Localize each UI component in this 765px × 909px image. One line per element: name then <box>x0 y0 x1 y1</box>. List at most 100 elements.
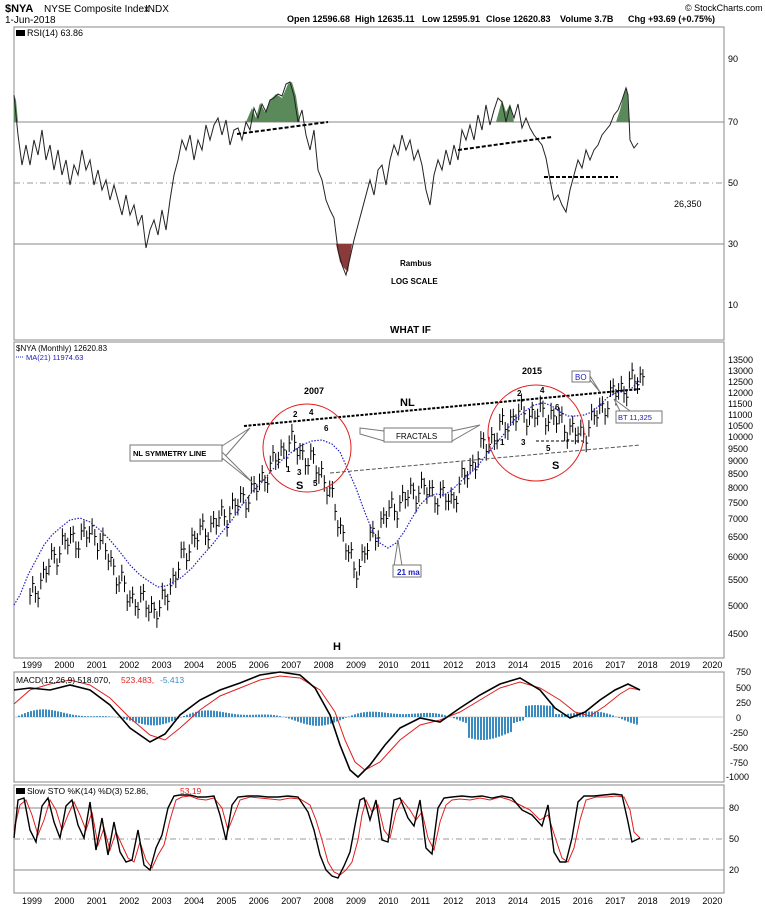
price-tick-12000: 12000 <box>728 388 753 398</box>
macd-hist-bar <box>393 713 395 717</box>
x-tick-mid-2002: 2002 <box>119 660 139 670</box>
macd-hist-bar <box>306 717 308 725</box>
macd-hist-bar <box>264 714 266 717</box>
macd-hist-bar <box>138 717 140 724</box>
rsi-tick-70: 70 <box>728 117 738 127</box>
macd-hist-bar <box>468 717 470 738</box>
macd-hist-bar <box>477 717 479 740</box>
macd-hist-bar <box>495 717 497 738</box>
macd-hist-bar <box>96 716 98 717</box>
macd-hist-bar <box>192 712 194 717</box>
macd-hist-bar <box>297 717 299 722</box>
macd-hist-bar <box>381 712 383 717</box>
label-fractals: FRACTALS <box>396 432 437 441</box>
macd-hist-bar <box>144 717 146 725</box>
macd-hist-bar <box>513 717 515 724</box>
macd-hist-bar <box>432 713 434 717</box>
macd-hist-bar <box>237 714 239 717</box>
macd-tick-750: 750 <box>736 667 751 677</box>
x-tick-mid-2007: 2007 <box>281 660 301 670</box>
macd-hist-bar <box>546 705 548 717</box>
label-2007: 2007 <box>304 386 324 396</box>
macd-hist-bar <box>480 717 482 740</box>
macd-hist-bar <box>429 712 431 717</box>
macd-hist-bar <box>186 714 188 717</box>
macd-hist-bar <box>273 715 275 717</box>
macd-hist-bar <box>216 711 218 717</box>
macd-hist-bar <box>411 713 413 717</box>
x-tick-bot-1999: 1999 <box>22 896 42 906</box>
macd-hist-bar <box>42 709 44 717</box>
macd-hist-bar <box>54 710 56 717</box>
macd-hist-bar <box>552 705 554 717</box>
macd-hist-bar <box>165 717 167 724</box>
macd-hist-bar <box>375 711 377 717</box>
macd-hist-bar <box>279 716 281 717</box>
macd-hist-bar <box>174 717 176 721</box>
macd-hist-bar <box>606 713 608 717</box>
macd-hist-bar <box>474 717 476 740</box>
macd-hist-bar <box>294 717 296 721</box>
macd-hist-bar <box>30 711 32 717</box>
index-name: NYSE Composite Index <box>44 4 149 15</box>
x-tick-bot-2001: 2001 <box>87 896 107 906</box>
label-right-shoulder: S <box>552 460 559 472</box>
label-2015: 2015 <box>522 366 542 376</box>
macd-hist-bar <box>426 712 428 717</box>
macd-hist-bar <box>117 717 119 718</box>
macd-hist-bar <box>354 714 356 717</box>
macd-hist-bar <box>387 712 389 717</box>
macd-hist-bar <box>519 717 521 722</box>
price-tick-7500: 7500 <box>728 498 748 508</box>
volume-value: Volume 3.7B <box>560 14 614 24</box>
x-axis-middle: 1999 2000 2001 2002 2003 2004 2005 2006 2007 2008… <box>22 660 722 670</box>
macd-hist-bar <box>90 716 92 717</box>
macd-hist-bar <box>537 705 539 717</box>
price-tick-5000: 5000 <box>728 601 748 611</box>
wave-2007-6: 6 <box>324 424 329 433</box>
macd-hist-bar <box>531 705 533 717</box>
x-tick-mid-2020: 2020 <box>702 660 722 670</box>
macd-hist-bar <box>171 717 173 722</box>
macd-hist-bar <box>492 717 494 739</box>
macd-hist-bar <box>48 709 50 717</box>
rsi-tick-30: 30 <box>728 239 738 249</box>
macd-tick-250: 250 <box>736 698 751 708</box>
macd-hist-bar <box>558 714 560 717</box>
symbol: $NYA <box>5 3 33 15</box>
macd-hist-bar <box>459 717 461 721</box>
macd-hist-bar <box>291 717 293 720</box>
macd-tick-neg500: -500 <box>730 743 748 753</box>
macd-hist-bar <box>507 717 509 734</box>
x-axis-bottom: 1999 2000 2001 2002 2003 2004 2005 2006 2007 2008… <box>22 896 722 906</box>
macd-hist-bar <box>240 714 242 717</box>
sto-panel: 80 50 20 Slow STO %K(14) %D(3) 52.86, 53… <box>13 784 739 894</box>
macd-hist-bar <box>27 712 29 717</box>
wave-2015-6: 6 <box>555 403 560 412</box>
macd-hist-bar <box>267 714 269 717</box>
price-tick-11500: 11500 <box>728 399 752 409</box>
macd-hist-bar <box>486 717 488 740</box>
macd-hist-bar <box>159 717 161 725</box>
macd-hist-bar <box>72 714 74 717</box>
price-bars <box>29 362 645 628</box>
rsi-note-log-scale: LOG SCALE <box>391 277 438 286</box>
macd-hist-bar <box>63 712 65 717</box>
macd-hist-bar <box>438 713 440 717</box>
macd-hist-bar <box>489 717 491 740</box>
macd-hist-bar <box>207 710 209 717</box>
macd-hist-bar <box>573 713 575 717</box>
macd-hist-bar <box>195 711 197 717</box>
symmetry-callout <box>221 427 251 462</box>
rsi-tick-10: 10 <box>728 300 738 310</box>
macd-hist-bar <box>339 717 341 721</box>
macd-hist-bar <box>570 713 572 717</box>
macd-hist-bar <box>627 717 629 722</box>
macd-hist-bar <box>162 717 164 725</box>
macd-hist-bar <box>621 717 623 720</box>
macd-hist-bar <box>417 713 419 717</box>
sto-tick-50: 50 <box>729 834 739 844</box>
macd-hist-bar <box>312 717 314 726</box>
wave-2007-4: 4 <box>309 408 314 417</box>
